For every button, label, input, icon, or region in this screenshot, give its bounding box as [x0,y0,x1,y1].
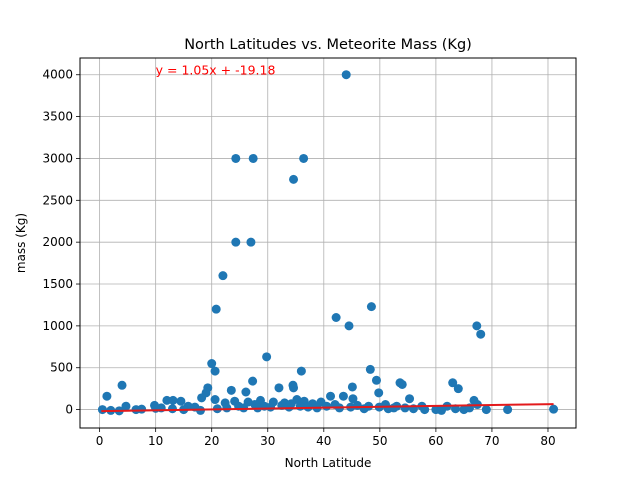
data-point [246,237,256,247]
y-tick-label: 500 [50,361,73,375]
data-point [347,382,357,392]
x-tick-label: 0 [96,434,104,448]
data-point [239,403,249,413]
x-tick-label: 70 [484,434,499,448]
data-point [289,174,299,184]
data-point [344,321,354,331]
x-tick-label: 40 [316,434,331,448]
x-tick-label: 50 [372,434,387,448]
data-point [222,403,232,413]
data-point [420,405,430,415]
y-tick-label: 1000 [42,319,73,333]
data-point [481,405,491,415]
data-point [211,304,221,314]
y-tick-label: 4000 [42,68,73,82]
regression-line-group [101,403,554,413]
y-tick-label: 0 [65,403,73,417]
x-axis-label: North Latitude [285,456,372,470]
data-point [286,399,296,409]
regression-line [101,403,554,413]
data-point [331,313,341,323]
data-point [400,403,410,413]
data-point [365,364,375,374]
x-tick-label: 80 [540,434,555,448]
y-axis-label: mass (Kg) [14,213,28,273]
data-point [436,405,446,415]
data-point [289,383,299,393]
y-tick-label: 2000 [42,235,73,249]
data-point [366,302,376,312]
data-point [162,395,172,405]
regression-equation-annotation: y = 1.05x + -19.18 [156,63,276,78]
data-point [405,394,415,404]
data-point [472,321,482,331]
chart-title: North Latitudes vs. Meteorite Mass (Kg) [184,37,472,53]
data-point [295,401,305,411]
data-point [371,375,381,385]
data-point [231,237,241,247]
data-point [218,271,228,281]
data-point [296,366,306,376]
data-point [176,396,186,406]
data-point [322,401,332,411]
data-point [117,380,127,390]
y-tick-label: 1500 [42,277,73,291]
data-point [476,329,486,339]
data-point [549,404,559,414]
data-point [262,352,272,362]
y-tick-label: 2500 [42,193,73,207]
data-point [503,405,513,415]
data-point [226,385,236,395]
data-point [167,404,177,414]
y-tick-label: 3000 [42,151,73,165]
data-point [231,153,241,163]
data-point [151,403,161,413]
data-point [248,153,258,163]
data-point [299,153,309,163]
data-point [168,395,178,405]
data-point [348,394,358,404]
data-point [341,70,351,80]
data-point [448,378,458,388]
y-tick-label: 3500 [42,110,73,124]
data-point [389,403,399,413]
x-tick-label: 60 [428,434,443,448]
data-point [248,376,258,386]
data-point [374,388,384,398]
data-point [102,391,112,401]
data-point [207,359,217,369]
data-point [210,366,220,376]
data-point [266,402,276,412]
data-point [241,387,251,397]
axis-ticks: 0 10 20 30 40 50 60 70 80 0 500 1000 1500 2000 2500 300… [42,68,555,448]
data-point [338,391,348,401]
data-point [121,401,131,411]
data-point [97,405,107,415]
data-point [274,383,284,393]
plot-frame [79,57,577,429]
data-point [137,404,147,414]
data-point [453,384,463,394]
x-tick-label: 10 [148,434,163,448]
data-point [397,379,407,389]
data-point [326,391,336,401]
data-point [197,393,207,403]
data-point [210,395,220,405]
x-tick-label: 20 [204,434,219,448]
x-tick-label: 30 [260,434,275,448]
